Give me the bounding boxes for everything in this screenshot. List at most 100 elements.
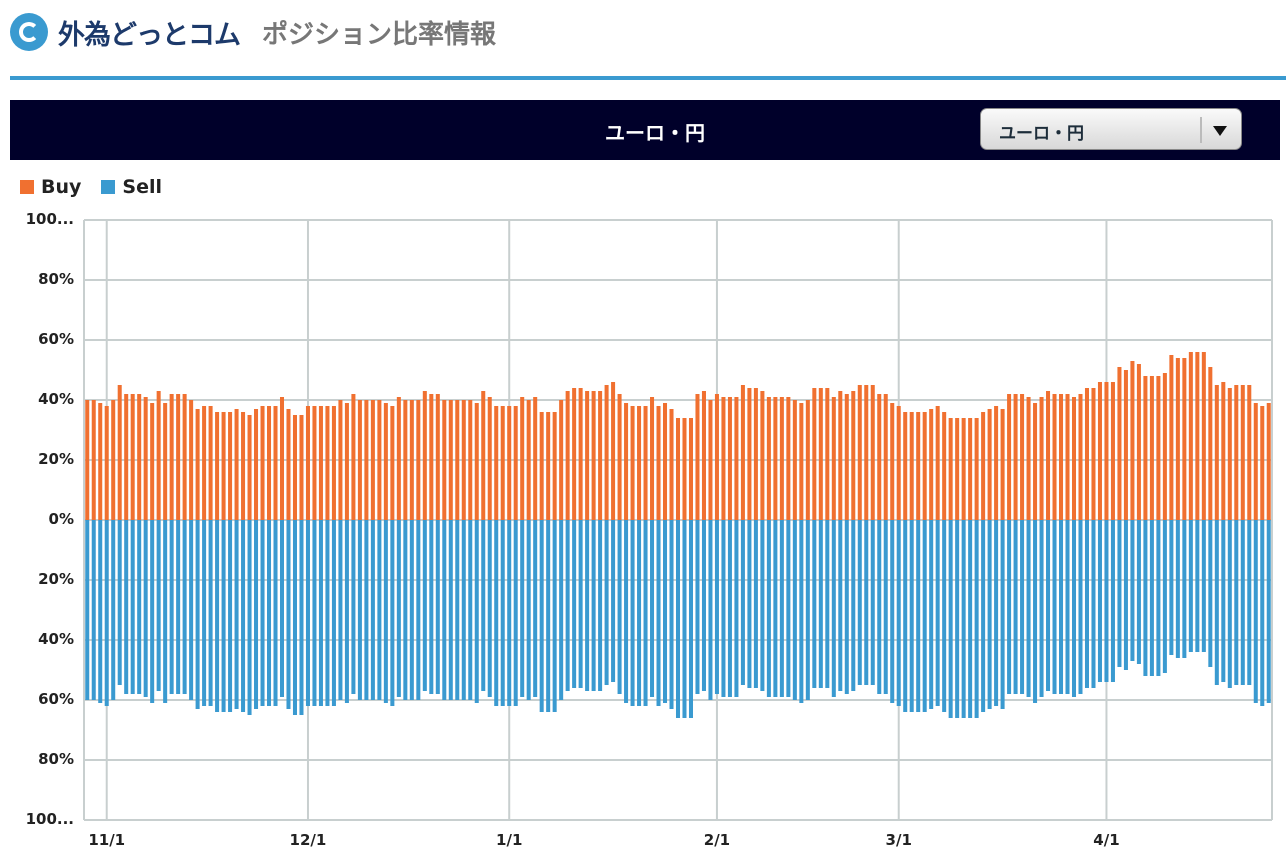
sell-bar: [1182, 520, 1187, 658]
sell-bar: [1162, 520, 1167, 673]
sell-bar: [669, 520, 674, 709]
buy-bar: [1253, 403, 1258, 520]
buy-bar: [98, 403, 103, 520]
buy-bar: [1091, 388, 1096, 520]
brand-name: 外為どっとコム: [58, 19, 241, 51]
buy-bar: [701, 391, 706, 520]
buy-bar: [987, 409, 992, 520]
sell-bar: [98, 520, 103, 703]
buy-bar: [377, 400, 382, 520]
sell-bar: [1078, 520, 1083, 694]
sell-bar: [766, 520, 771, 697]
sell-bar: [942, 520, 947, 712]
buy-bar: [305, 406, 310, 520]
buy-bar: [1033, 403, 1038, 520]
buy-bar: [682, 418, 687, 520]
buy-bar: [792, 400, 797, 520]
sell-bar: [896, 520, 901, 706]
sell-bar: [520, 520, 525, 697]
buy-bar: [688, 418, 693, 520]
sell-bar: [202, 520, 207, 706]
y-tick-label: 0%: [48, 510, 74, 528]
buy-bar: [409, 400, 414, 520]
sell-bar: [1188, 520, 1193, 652]
buy-bar: [273, 406, 278, 520]
buy-bar: [747, 388, 752, 520]
buy-bar: [831, 397, 836, 520]
buy-bar: [838, 391, 843, 520]
sell-bar: [351, 520, 356, 694]
buy-bar: [85, 400, 90, 520]
sell-bar: [487, 520, 492, 697]
sell-bar: [643, 520, 648, 706]
sell-bar: [481, 520, 486, 691]
sell-bar: [1007, 520, 1012, 694]
sell-bar: [526, 520, 531, 700]
sell-bar: [455, 520, 460, 700]
buy-bar: [318, 406, 323, 520]
sell-bar: [994, 520, 999, 706]
sell-bar: [747, 520, 752, 688]
sell-bar: [890, 520, 895, 703]
sell-bar: [1052, 520, 1057, 694]
brand-logo[interactable]: 外為どっとコム ポジション比率情報: [10, 12, 496, 52]
sell-bar: [1227, 520, 1232, 688]
sell-bar: [305, 520, 310, 706]
buy-bar: [968, 418, 973, 520]
sell-bar: [221, 520, 226, 712]
buy-bar: [104, 406, 109, 520]
chevron-down-icon[interactable]: [1213, 126, 1227, 136]
sell-bar: [390, 520, 395, 706]
currency-select-value: ユーロ・円: [999, 124, 1084, 144]
sell-bar: [968, 520, 973, 718]
buy-bar: [942, 412, 947, 520]
buy-bar: [1013, 394, 1018, 520]
buy-bar: [981, 412, 986, 520]
sell-bar: [85, 520, 90, 700]
buy-bar: [254, 409, 259, 520]
buy-bar: [513, 406, 518, 520]
header-divider: [10, 76, 1286, 80]
buy-bar: [299, 415, 304, 520]
sell-bar: [708, 520, 713, 700]
x-tick-label: 11/1: [88, 831, 126, 849]
buy-bar: [1026, 397, 1031, 520]
buy-bar: [396, 397, 401, 520]
buy-bar: [572, 388, 577, 520]
legend-sell[interactable]: Sell: [101, 176, 162, 198]
sell-bar: [1059, 520, 1064, 694]
sell-bar: [870, 520, 875, 685]
sell-bar: [688, 520, 693, 718]
buy-bar: [241, 412, 246, 520]
currency-select[interactable]: ユーロ・円: [980, 108, 1242, 150]
buy-bar: [507, 406, 512, 520]
buy-bar: [1234, 385, 1239, 520]
buy-bar: [1000, 409, 1005, 520]
buy-bar: [189, 400, 194, 520]
y-tick-label: 40%: [38, 630, 74, 648]
buy-bar: [864, 385, 869, 520]
sell-bar: [909, 520, 914, 712]
buy-bar: [799, 403, 804, 520]
sell-bar: [1201, 520, 1206, 652]
buy-bar: [487, 397, 492, 520]
sell-bar: [903, 520, 908, 712]
sell-bar: [714, 520, 719, 694]
buy-bar: [163, 403, 168, 520]
sell-bar: [163, 520, 168, 703]
sell-bar: [461, 520, 466, 700]
buy-bar: [896, 406, 901, 520]
buy-bar: [961, 418, 966, 520]
buy-bar: [565, 391, 570, 520]
buy-bar: [883, 394, 888, 520]
sell-bar: [864, 520, 869, 685]
legend-buy[interactable]: Buy: [20, 176, 81, 198]
sell-bar: [279, 520, 285, 697]
sell-bar: [805, 520, 810, 700]
sell-bar: [513, 520, 518, 706]
buy-bar: [1039, 397, 1044, 520]
sell-bar: [228, 520, 233, 712]
buy-bar: [474, 403, 479, 520]
buy-bar: [994, 406, 999, 520]
buy-bar: [234, 409, 239, 520]
